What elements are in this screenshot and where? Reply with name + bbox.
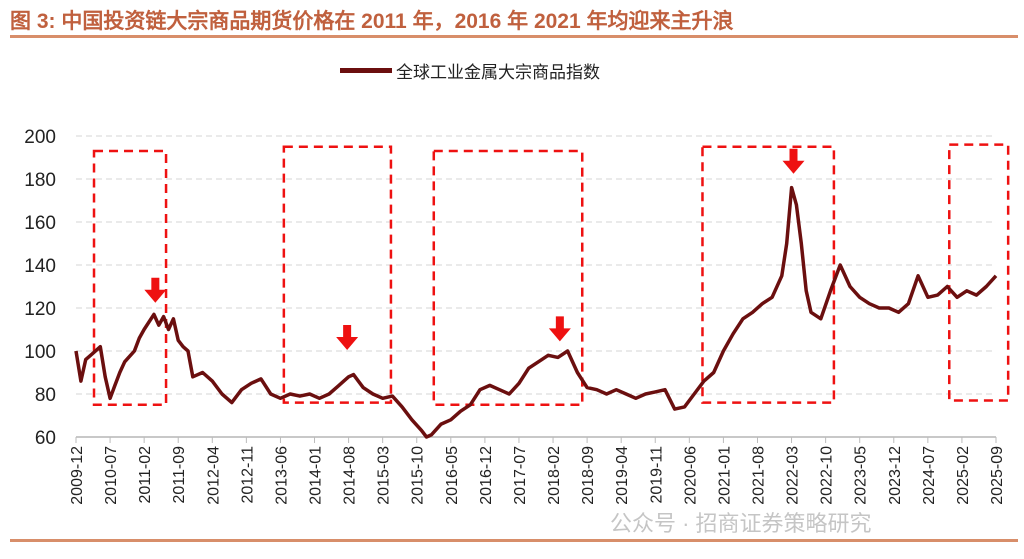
- x-tick-label: 2023-12: [887, 446, 904, 505]
- highlight-box: [92, 149, 168, 406]
- x-tick-label: 2012-11: [239, 446, 256, 504]
- x-tick-label: 2014-01: [308, 446, 325, 505]
- y-tick-label: 200: [24, 127, 56, 148]
- highlight-box: [432, 149, 584, 406]
- legend: 全球工业金属大宗商品指数: [340, 58, 600, 83]
- x-tick-label: 2017-07: [512, 446, 529, 505]
- chart-title: 图 3: 中国投资链大宗商品期货价格在 2011 年，2016 年 2021 年…: [10, 10, 734, 33]
- y-tick-label: 180: [24, 170, 56, 191]
- legend-label: 全球工业金属大宗商品指数: [396, 63, 600, 82]
- highlight-box: [701, 145, 836, 404]
- y-tick-label: 120: [24, 299, 56, 320]
- highlight-box: [948, 143, 1010, 402]
- watermark: 公众号 · 招商证券策略研究: [610, 511, 872, 536]
- y-tick-label: 60: [35, 428, 56, 449]
- x-tick-label: 2021-08: [750, 446, 767, 505]
- x-tick-label: 2019-04: [614, 446, 631, 505]
- x-tick-label: 2024-07: [921, 446, 938, 505]
- x-tick-label: 2016-05: [444, 446, 461, 505]
- x-tick-label: 2025-02: [955, 446, 972, 505]
- x-tick-label: 2018-09: [580, 446, 597, 505]
- x-tick-label: 2020-06: [682, 446, 699, 505]
- x-tick-label: 2021-01: [716, 446, 733, 505]
- x-tick-label: 2015-03: [376, 446, 393, 505]
- y-tick-label: 100: [24, 342, 56, 363]
- y-tick-label: 140: [24, 256, 56, 277]
- x-tick-label: 2009-12: [69, 446, 86, 505]
- x-tick-label: 2025-09: [989, 446, 1006, 505]
- down-arrow-icon: [782, 148, 805, 174]
- y-tick-label: 80: [35, 385, 56, 406]
- x-tick-label: 2010-07: [103, 446, 120, 505]
- x-tick-label: 2011-09: [171, 446, 188, 504]
- x-tick-label: 2022-03: [785, 446, 802, 505]
- x-tick-label: 2023-05: [853, 446, 870, 505]
- series-line: [74, 185, 998, 439]
- y-tick-label: 160: [24, 213, 56, 234]
- x-tick-label: 2016-12: [478, 446, 495, 505]
- title-divider: [10, 35, 1018, 38]
- x-tick-label: 2013-06: [273, 446, 290, 505]
- down-arrow-icon: [144, 277, 167, 303]
- x-tick-label: 2015-10: [410, 446, 427, 505]
- highlight-box: [282, 145, 393, 404]
- legend-swatch: [340, 68, 392, 73]
- down-arrow-icon: [548, 316, 571, 342]
- x-tick-label: 2018-02: [546, 446, 563, 505]
- x-tick-label: 2012-04: [205, 446, 222, 505]
- x-tick-label: 2014-08: [342, 446, 359, 505]
- x-tick-label: 2019-11: [648, 446, 665, 504]
- down-arrow-icon: [336, 325, 359, 350]
- x-tick-label: 2022-10: [819, 446, 836, 505]
- x-tick-label: 2011-02: [137, 446, 154, 504]
- bottom-divider: [10, 539, 1018, 542]
